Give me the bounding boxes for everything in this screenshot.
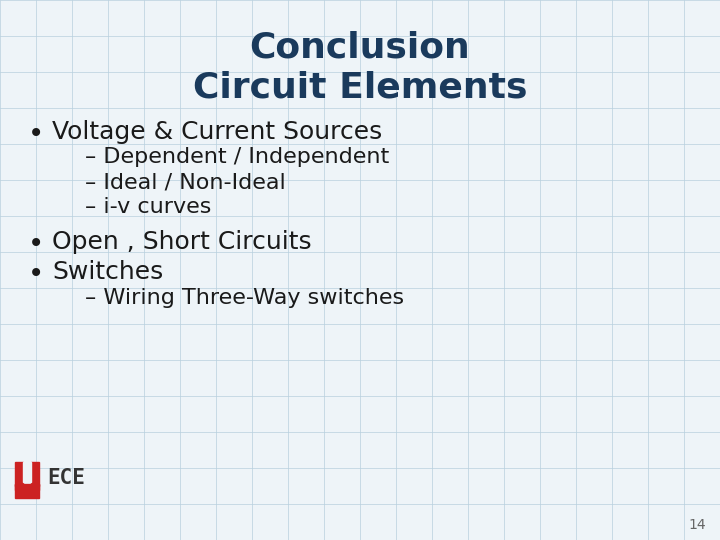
Bar (15, 484, 39, 498)
Text: Switches: Switches (52, 260, 163, 284)
Text: Conclusion: Conclusion (250, 30, 470, 64)
Text: – Wiring Three-Way switches: – Wiring Three-Way switches (85, 288, 404, 308)
Text: Voltage & Current Sources: Voltage & Current Sources (52, 120, 382, 144)
Bar (15, 484, 21, 490)
Text: Circuit Elements: Circuit Elements (193, 70, 527, 104)
Text: •: • (28, 260, 44, 288)
Text: – Ideal / Non-Ideal: – Ideal / Non-Ideal (85, 172, 286, 192)
Bar (33, 484, 39, 490)
Text: ECE: ECE (47, 468, 85, 488)
Bar (31, 462, 39, 486)
Text: •: • (28, 230, 44, 258)
Text: – i-v curves: – i-v curves (85, 197, 212, 217)
Bar (23, 462, 31, 482)
Bar (15, 462, 23, 486)
Text: Open , Short Circuits: Open , Short Circuits (52, 230, 312, 254)
Text: 14: 14 (688, 518, 706, 532)
Text: •: • (28, 120, 44, 148)
Text: – Dependent / Independent: – Dependent / Independent (85, 147, 390, 167)
